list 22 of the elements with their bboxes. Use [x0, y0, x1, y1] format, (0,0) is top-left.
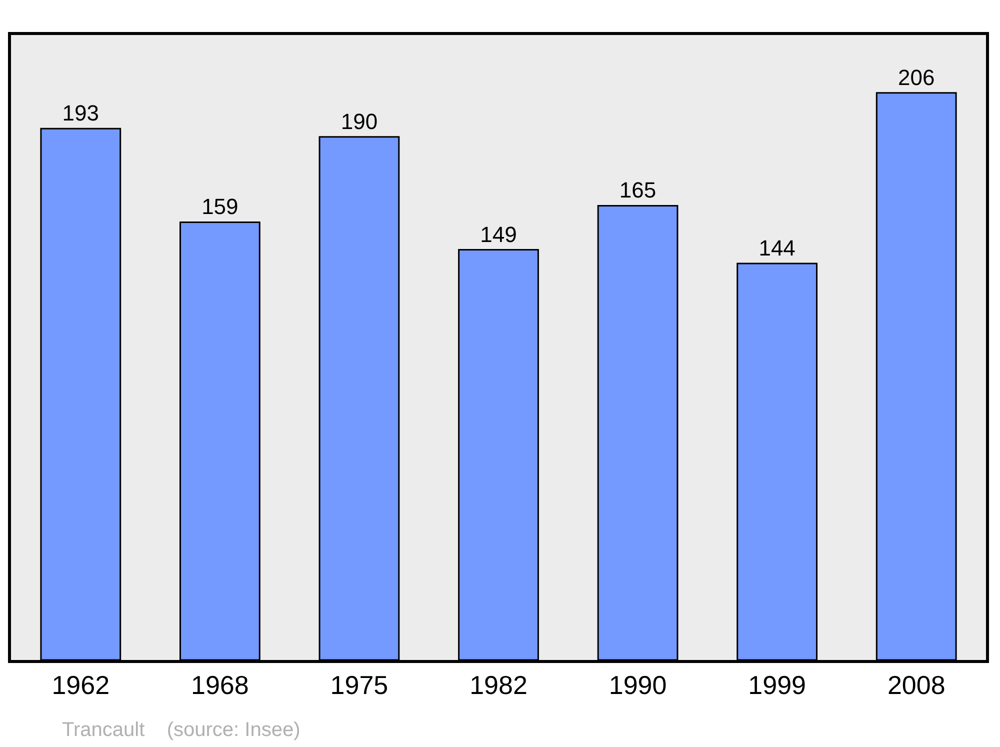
bar — [876, 92, 957, 660]
data-label: 206 — [898, 64, 935, 90]
data-label: 165 — [619, 178, 656, 203]
bar — [736, 262, 818, 660]
data-label: 144 — [758, 236, 796, 261]
x-tick-label: 1999 — [748, 670, 806, 700]
bar — [318, 136, 400, 660]
data-label: 149 — [480, 222, 517, 247]
x-tick-label: 2008 — [887, 670, 946, 700]
bar — [179, 221, 260, 660]
x-tick-label: 1975 — [330, 670, 388, 700]
bar — [597, 204, 678, 660]
data-label: 159 — [202, 194, 238, 220]
x-tick-label: 1962 — [52, 670, 110, 700]
x-tick-label: 1982 — [470, 670, 528, 700]
bar — [40, 128, 122, 660]
x-tick-label: 1968 — [191, 670, 249, 700]
data-label: 193 — [62, 100, 100, 126]
text: Trancault (source: Insee) — [62, 719, 300, 741]
bar — [458, 249, 539, 660]
x-tick-label: 1990 — [608, 670, 667, 700]
data-label: 190 — [340, 108, 378, 134]
